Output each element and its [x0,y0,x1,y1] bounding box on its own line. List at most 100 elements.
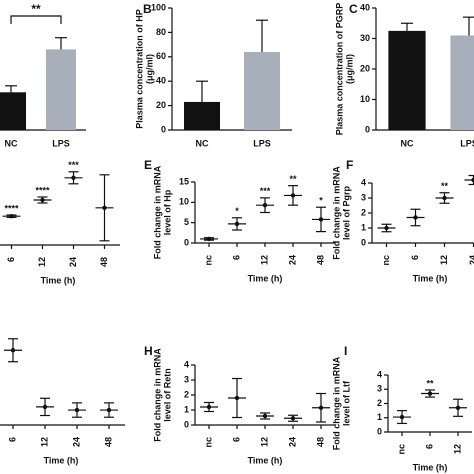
y-tick-label: 20 [360,63,370,73]
x-tick-label: nc [381,255,391,266]
panel-letter: F [346,158,353,172]
x-tick-label: nc [203,437,213,448]
y-axis-label: Fold change in mRNA [331,356,341,450]
significance: * [235,206,239,216]
sample-point [471,177,474,183]
x-tick-label: 48 [315,437,325,447]
y-tick-label: 4 [184,359,189,369]
significance: * [319,196,323,206]
y-tick-label: 1 [377,412,382,422]
y-tick-label: 80 [156,27,166,37]
y-tick-label: 3 [184,374,189,384]
y-tick-label: 2 [184,389,189,399]
sample-point [106,407,112,413]
y-axis-label: Plasma concentration of PGRP [334,3,344,136]
x-tick-label: 6 [7,437,17,442]
sample-point [318,405,324,410]
x-tick-label: LPS [460,138,474,148]
panel-letter: H [144,344,153,358]
y-tick-label: 2 [361,207,366,217]
y-tick-label: 0 [377,426,382,436]
x-tick-label: 24 [68,257,78,267]
x-tick-label: 6 [231,255,241,260]
x-tick-label: 12 [37,257,47,267]
bar [184,101,220,130]
x-tick-label: nc [203,255,213,266]
significance: ** [426,378,434,388]
sample-point [262,413,268,419]
y-tick-label: 3 [361,192,366,202]
sample-point [234,221,240,227]
y-axis-label: (μg/ml) [144,54,154,84]
x-axis-label: Time (h) [248,273,283,283]
sample-point [206,404,212,410]
y-tick-label: 60 [156,51,166,61]
bar [0,92,26,130]
sample-point [318,217,324,222]
x-axis-label: Time (h) [44,455,79,465]
y-axis-label: Fold change in mRNA [152,348,162,442]
y-tick-label: 0 [161,124,166,134]
x-tick-label: 24 [287,437,297,447]
x-tick-label: 24 [468,255,474,265]
sample-point [413,215,418,220]
bracket [10,15,62,24]
x-tick-label: 12 [39,437,49,447]
y-tick-label: 20 [156,100,166,110]
sample-point [206,236,212,242]
y-tick-label: 0 [365,124,370,134]
y-tick-label: 0 [184,237,189,247]
sample-point [427,391,433,396]
sample-point [42,404,48,410]
x-tick-label: LPS [253,138,271,148]
x-tick-label: 12 [259,255,269,265]
significance: *** [68,160,79,170]
y-tick-label: 40 [156,76,166,86]
sample-point [71,175,76,180]
x-tick-label: NC [5,138,18,148]
panel-letter: B [143,2,152,16]
x-axis-label: Time (h) [413,462,448,472]
y-tick-label: 2 [377,398,382,408]
y-axis-label: Fold change in mRNA [152,165,162,259]
x-tick-label: 48 [99,257,109,267]
sample-point [74,407,80,413]
sample-point [455,405,461,410]
y-tick-label: 10 [360,94,370,104]
sample-point [290,193,296,198]
bar [388,30,426,130]
y-tick-label: 40 [360,2,370,12]
x-tick-label: 6 [6,257,16,262]
sample-point [442,195,447,201]
y-tick-label: 15 [179,176,189,186]
bar [244,51,280,130]
y-tick-label: 10 [179,197,189,207]
y-axis-label: level of Pgrp [341,185,351,240]
y-tick-label: 1 [184,404,189,414]
y-axis-label: Fold change in mRNA [331,166,341,260]
y-axis-label: Plasma concentration of HP [134,9,144,129]
panel-letter: C [349,2,358,16]
x-tick-label: 12 [452,444,462,454]
x-tick-label: NC [196,138,209,148]
bar [46,49,76,130]
sample-point [399,414,405,420]
panel-letter: I [344,344,347,358]
y-tick-label: 30 [360,33,370,43]
x-tick-label: 48 [103,437,113,447]
sample-point [10,348,16,353]
x-tick-label: 24 [71,437,81,447]
significance: **** [4,203,19,213]
y-tick-label: 4 [377,369,382,379]
y-axis-label: level of Ltf [341,380,351,426]
x-axis-label: Time (h) [41,275,76,285]
significance: **** [35,185,50,195]
sample-point [262,202,268,208]
x-axis-label: Time (h) [248,455,283,465]
y-tick-label: 5 [184,217,189,227]
x-tick-label: 12 [259,437,269,447]
x-tick-label: 12 [439,255,449,265]
bar [450,35,474,131]
y-axis-label: level of Hp [162,189,172,235]
x-tick-label: 6 [410,255,420,260]
